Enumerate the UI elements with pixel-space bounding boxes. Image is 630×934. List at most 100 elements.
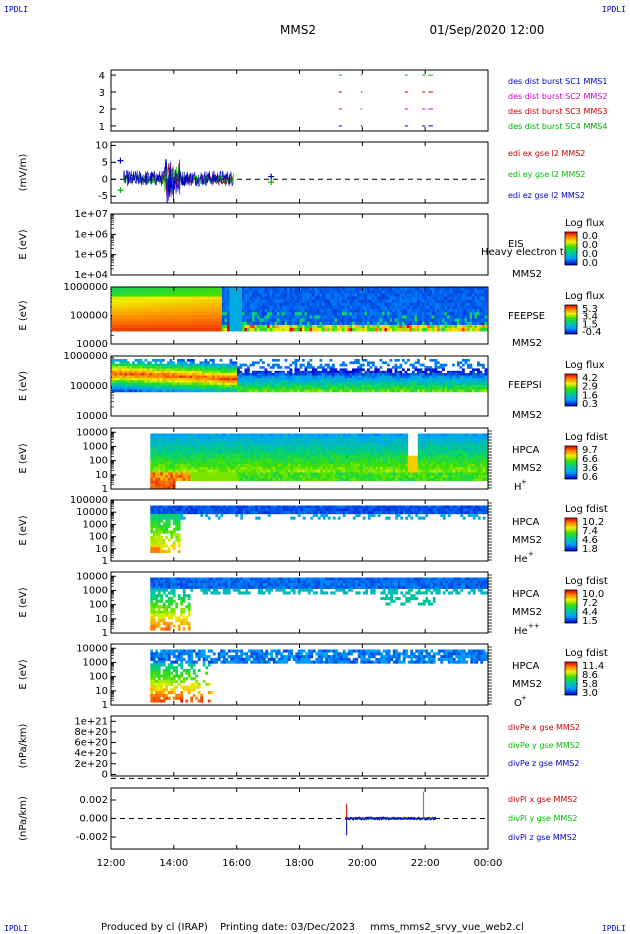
feepsi-pixel	[219, 373, 223, 376]
feepse-pixel	[172, 309, 175, 313]
feepse-pixel	[129, 315, 133, 319]
feepse-pixel	[422, 290, 425, 294]
hpca_h-pixel	[252, 439, 256, 443]
feepsi-pixel	[417, 384, 420, 388]
feepse-pixel	[359, 287, 363, 291]
feepsi-pixel	[364, 382, 368, 386]
feepse-pixel	[337, 324, 340, 329]
hpca_h-pixel	[215, 455, 219, 459]
feepse-pixel	[232, 324, 235, 329]
hpca_h-pixel	[155, 464, 159, 468]
hpca_h-pixel	[257, 453, 261, 457]
feepse-pixel	[312, 293, 315, 297]
hpca_h-pixel	[197, 439, 201, 443]
feepsi-pixel	[447, 377, 450, 381]
hpca_h-pixel	[247, 477, 251, 481]
feepsi-pixel	[299, 380, 303, 383]
feepse-pixel	[202, 328, 205, 332]
feepse-pixel	[207, 296, 210, 300]
feepse-pixel	[234, 287, 238, 291]
hpca_h-pixel	[245, 444, 249, 448]
feepse-pixel	[429, 324, 433, 329]
feepsi-pixel	[162, 387, 165, 390]
feepse-pixel	[467, 287, 470, 291]
feepsi-pixel	[139, 368, 143, 372]
feepse-pixel	[302, 287, 305, 291]
feepsi-pixel	[232, 375, 235, 379]
feepse-pixel	[164, 287, 168, 291]
feepsi-pixel	[304, 366, 308, 369]
feepse-pixel	[279, 324, 283, 329]
feepsi-pixel	[119, 370, 123, 374]
feepse-pixel	[427, 293, 430, 297]
hpca_h-pixel	[235, 477, 239, 481]
feepse-pixel	[269, 321, 273, 326]
feepsi-pixel	[457, 380, 460, 383]
hpca_h-pixel	[152, 483, 156, 487]
feepsi-pixel	[287, 389, 290, 393]
feepse-pixel	[352, 296, 355, 300]
feepsi-pixel	[477, 380, 480, 383]
feepse-pixel	[467, 309, 470, 313]
feepsi-pixel	[479, 384, 483, 388]
hpca_h-pixel	[167, 461, 171, 465]
feepsi-pixel	[234, 380, 238, 383]
feepse-pixel	[232, 296, 235, 300]
feepsi-pixel	[424, 389, 428, 393]
feepse-pixel	[324, 312, 328, 316]
feepse-pixel	[204, 296, 208, 300]
feepsi-pixel	[297, 368, 300, 372]
feepse-pixel	[242, 302, 245, 307]
hpca_h-pixel	[235, 475, 239, 479]
feepsi-pixel	[349, 382, 353, 386]
feepse-pixel	[117, 305, 120, 310]
feepse-pixel	[472, 296, 475, 300]
feepse-pixel	[177, 324, 180, 329]
feepse-pixel	[227, 302, 230, 307]
hpca_h-pixel	[230, 436, 234, 440]
hpca_h-pixel	[267, 458, 271, 462]
feepse-pixel	[264, 296, 268, 300]
feepse-pixel	[169, 324, 173, 329]
feepse-pixel	[349, 293, 353, 297]
plot-datetime: 01/Sep/2020 12:00	[430, 23, 545, 37]
feepse-pixel	[319, 328, 323, 332]
hpca_h-pixel	[197, 472, 201, 476]
feepse-pixel	[207, 328, 210, 332]
feepse-pixel	[184, 299, 188, 304]
feepse-pixel	[117, 293, 120, 297]
feepsi-pixel	[244, 373, 248, 376]
feepsi-pixel	[434, 370, 438, 374]
hpca_h-pixel	[182, 433, 186, 437]
feepse-pixel	[259, 302, 263, 307]
feepsi-pixel	[127, 384, 130, 388]
feepse-pixel	[334, 315, 338, 319]
feepse-pixel	[427, 315, 430, 319]
hpca_h-pixel	[160, 480, 164, 484]
feepse-pixel	[407, 318, 410, 323]
feepsi-pixel	[477, 377, 480, 381]
feepsi-pixel	[199, 380, 203, 383]
feepse-pixel	[162, 318, 165, 323]
feepsi-pixel	[122, 370, 125, 374]
feepse-pixel	[369, 312, 373, 316]
feepsi-pixel	[117, 387, 120, 390]
hpca_h-pixel	[250, 469, 254, 473]
feepse-pixel	[407, 293, 410, 297]
feepse-pixel	[322, 302, 325, 307]
feepsi-pixel	[422, 382, 425, 386]
hpca_h-pixel	[167, 436, 171, 440]
feepsi-pixel	[194, 373, 198, 376]
feepse-pixel	[184, 309, 188, 313]
feepse-ylabel: E (eV)	[18, 300, 29, 330]
feepse-pixel	[372, 321, 375, 326]
feepse-pixel	[317, 318, 320, 323]
hpca_h-pixel	[192, 455, 196, 459]
feepse-pixel	[354, 328, 358, 332]
feepse-pixel	[439, 302, 443, 307]
feepse-pixel	[232, 312, 235, 316]
feepse-pixel	[382, 328, 385, 332]
feepse-pixel	[192, 290, 195, 294]
feepsi-pixel	[369, 366, 373, 369]
feepse-pixel	[394, 318, 398, 323]
